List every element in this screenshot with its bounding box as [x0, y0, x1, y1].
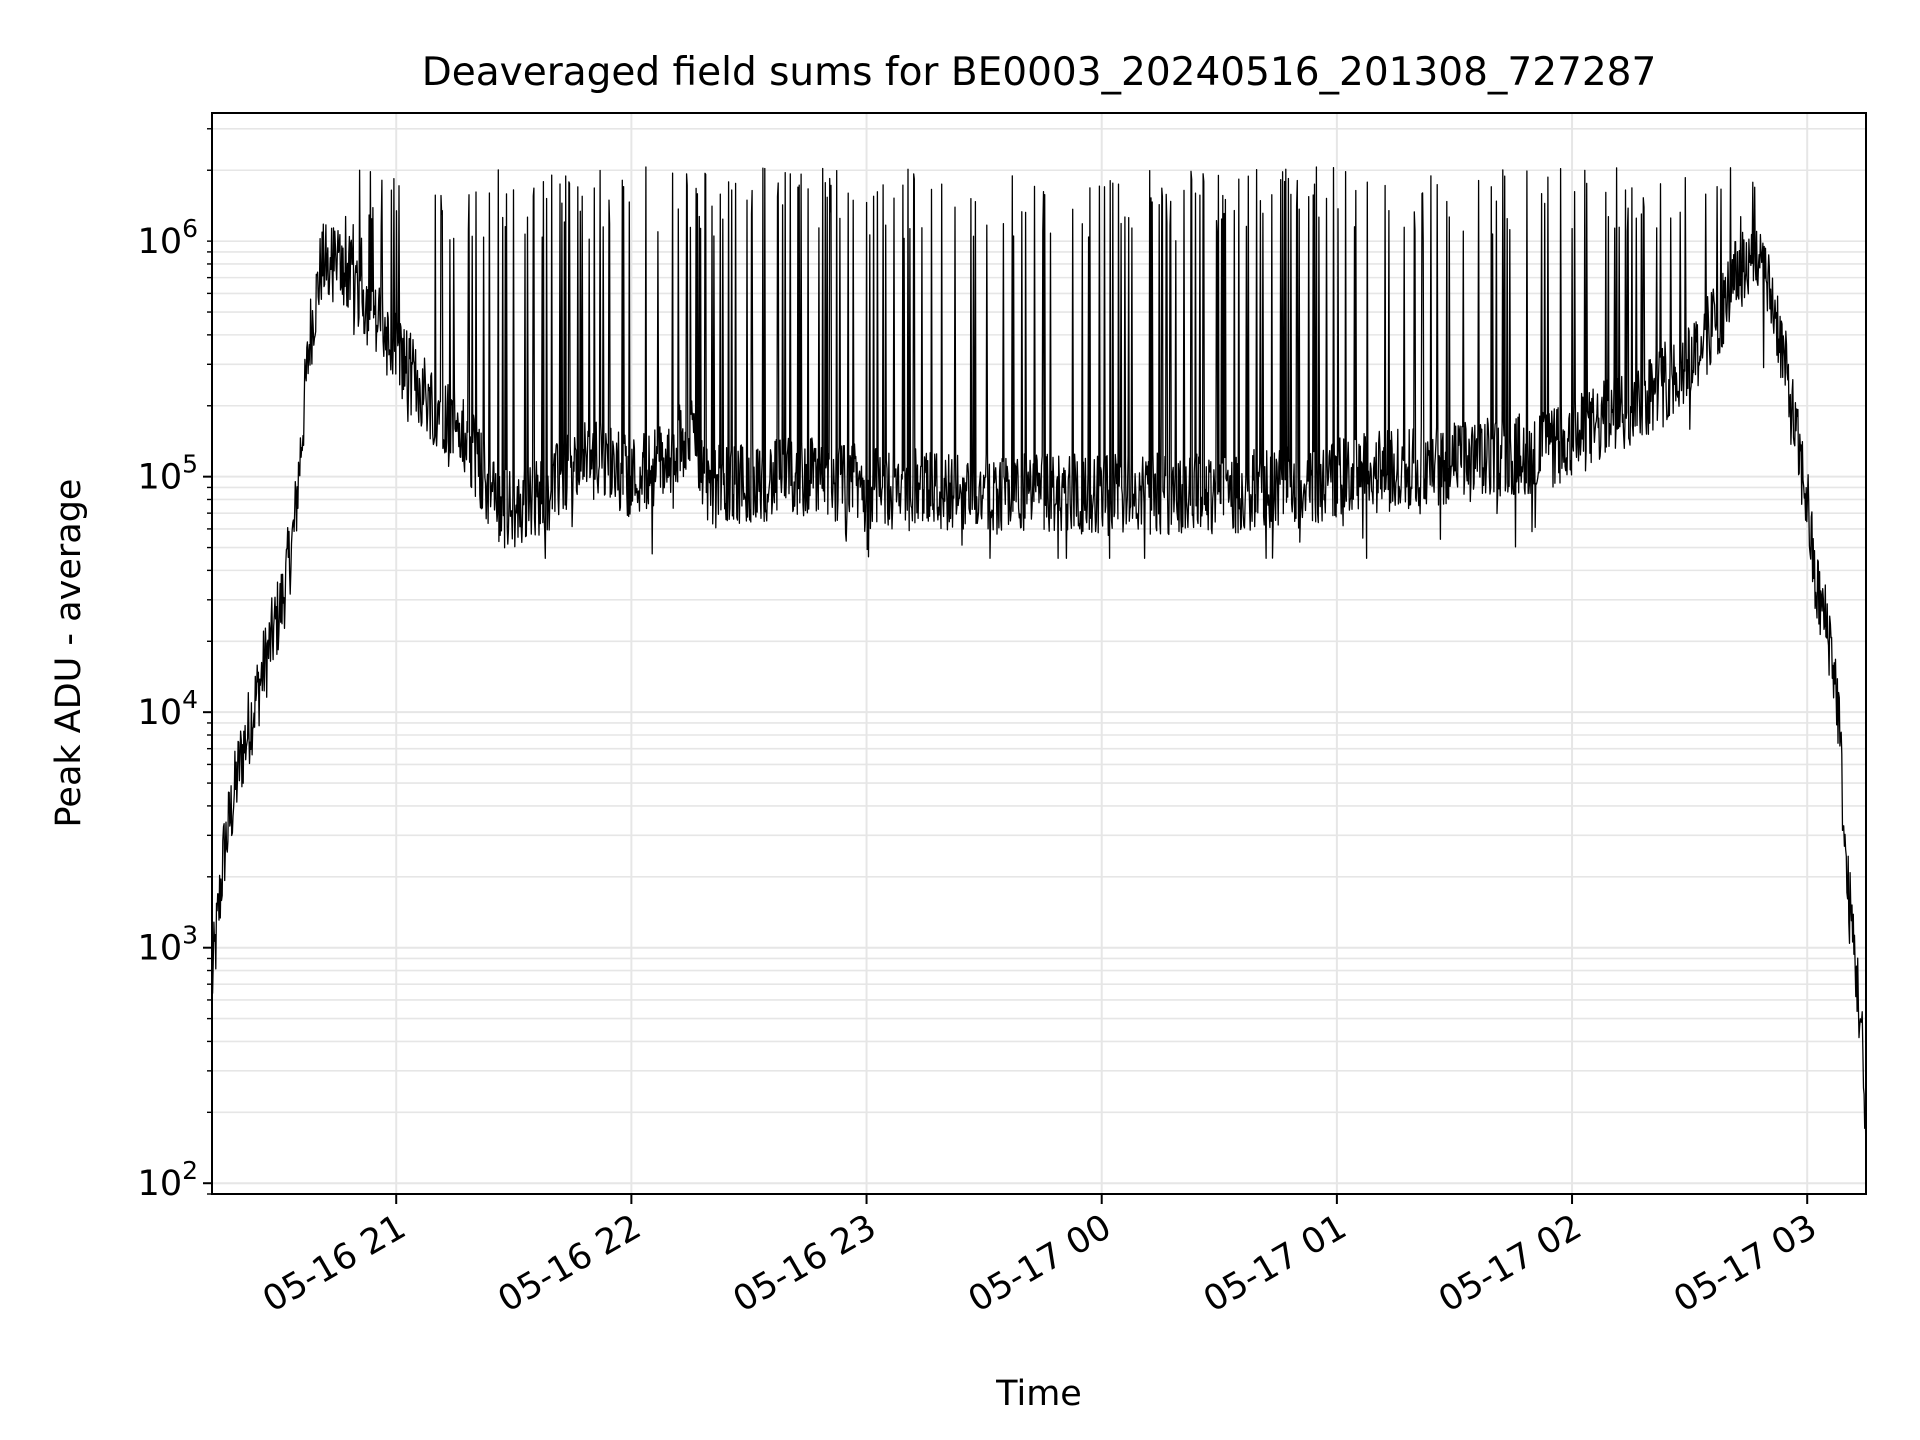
y-axis: 102 103 104 105 106 [138, 128, 212, 1204]
y-tick-label: 104 [138, 685, 198, 733]
grid-lines [212, 113, 1866, 1195]
series-line [211, 166, 1867, 1172]
y-tick-label: 106 [138, 214, 198, 262]
y-tick-label: 103 [138, 921, 198, 969]
y-tick-label: 105 [138, 450, 198, 498]
y-tick-label: 102 [138, 1156, 198, 1204]
x-axis-label: Time [995, 1374, 1082, 1414]
axes-frame [211, 112, 1867, 1195]
y-axis-label: Peak ADU - average [49, 479, 89, 828]
plot-area [211, 166, 1867, 1172]
chart-title: Deaveraged field sums for BE0003_2024051… [422, 50, 1657, 95]
